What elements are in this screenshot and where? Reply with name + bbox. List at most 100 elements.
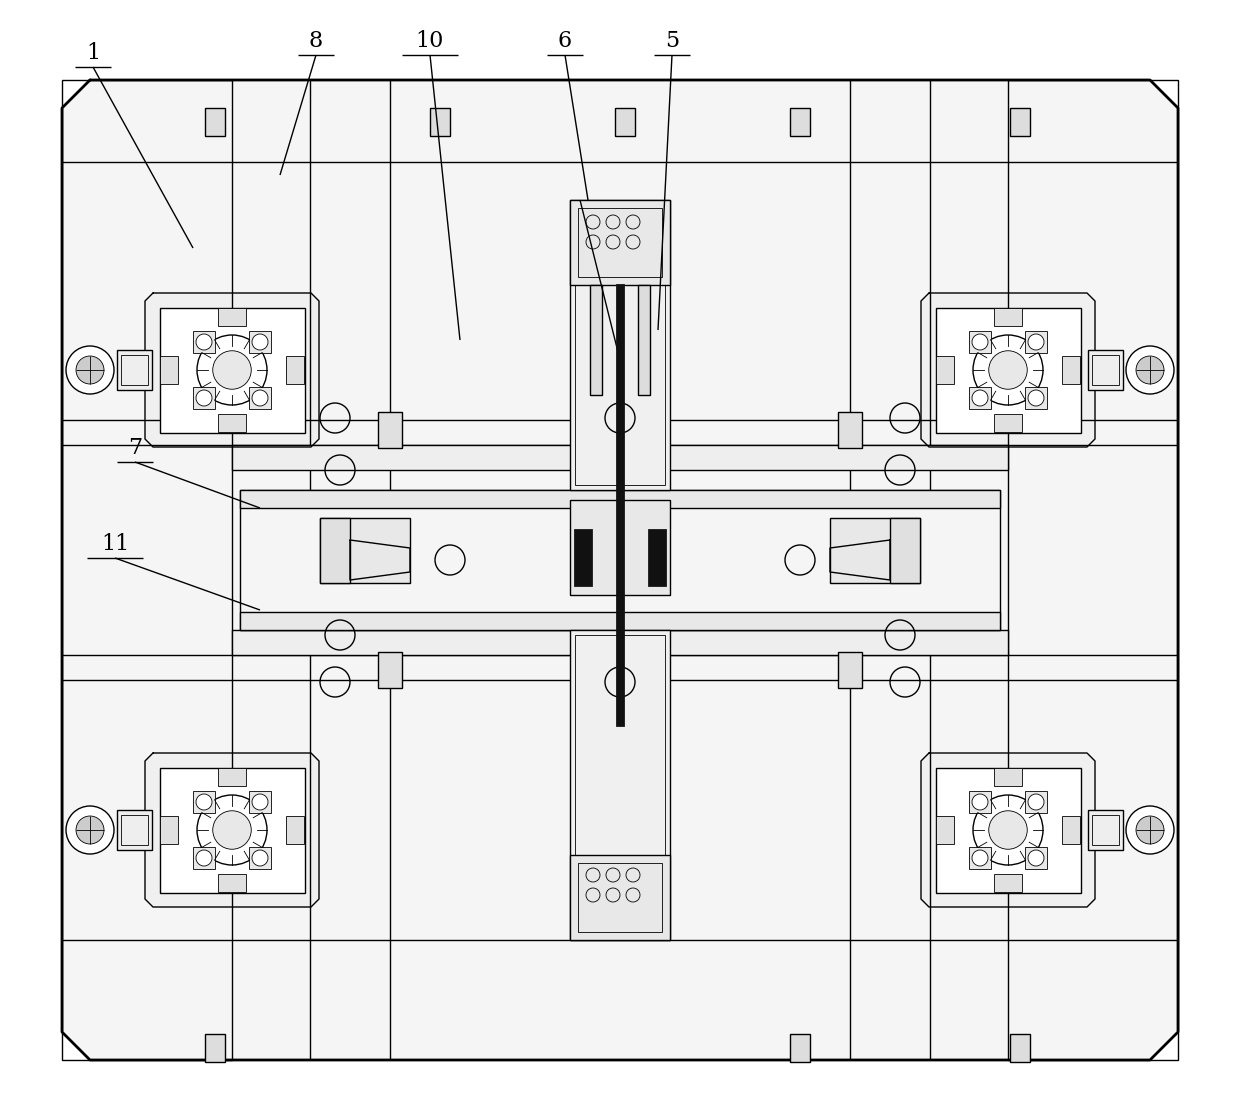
Bar [578, 863, 662, 932]
Text: 10: 10 [415, 30, 444, 52]
Circle shape [252, 334, 268, 350]
Text: 8: 8 [309, 30, 324, 52]
Bar [249, 791, 272, 813]
Bar [570, 630, 670, 940]
Bar [575, 205, 665, 485]
Polygon shape [62, 81, 1178, 1060]
Bar [249, 387, 272, 409]
Bar [160, 308, 305, 433]
Bar [160, 768, 305, 893]
Bar [618, 285, 622, 725]
Bar [1061, 356, 1080, 384]
Bar [790, 1034, 810, 1062]
Bar [241, 612, 999, 630]
Bar [241, 490, 999, 508]
Bar [193, 331, 215, 353]
Bar [790, 108, 810, 136]
Bar [1008, 81, 1178, 1060]
Bar [205, 1034, 224, 1062]
Bar [968, 331, 991, 353]
Bar [1087, 350, 1123, 390]
Bar [968, 387, 991, 409]
Bar [838, 652, 862, 688]
Bar [286, 356, 304, 384]
Bar [1025, 791, 1047, 813]
Circle shape [972, 390, 988, 406]
Bar [649, 531, 665, 585]
Circle shape [66, 346, 114, 394]
Circle shape [196, 390, 212, 406]
Circle shape [1126, 346, 1174, 394]
Bar [378, 413, 402, 448]
Bar [890, 518, 920, 583]
Circle shape [973, 795, 1043, 865]
Text: 11: 11 [100, 533, 129, 555]
Circle shape [213, 351, 252, 389]
Text: 6: 6 [558, 30, 572, 52]
Bar [249, 331, 272, 353]
Bar [1025, 331, 1047, 353]
Circle shape [988, 351, 1027, 389]
Bar [320, 518, 350, 583]
Circle shape [76, 356, 104, 384]
Circle shape [196, 334, 212, 350]
Bar [117, 350, 153, 390]
Bar [968, 791, 991, 813]
Circle shape [76, 816, 104, 844]
Bar [1061, 816, 1080, 844]
Bar [378, 652, 402, 688]
Bar [570, 500, 670, 595]
Text: 7: 7 [128, 437, 143, 459]
Polygon shape [921, 753, 1095, 907]
Bar [122, 355, 148, 385]
Bar [249, 847, 272, 869]
Bar [193, 387, 215, 409]
Circle shape [252, 794, 268, 810]
Bar [968, 847, 991, 869]
Circle shape [973, 335, 1043, 405]
Bar [936, 308, 1081, 433]
Bar [936, 356, 954, 384]
Circle shape [1028, 334, 1044, 350]
Bar [1087, 810, 1123, 850]
Circle shape [66, 806, 114, 854]
Circle shape [1126, 806, 1174, 854]
Circle shape [1028, 850, 1044, 866]
Bar [193, 791, 215, 813]
Bar [430, 108, 450, 136]
Bar [320, 518, 410, 583]
Bar [830, 518, 920, 583]
Bar [218, 874, 246, 892]
Text: 5: 5 [665, 30, 680, 52]
Bar [232, 630, 1008, 655]
Circle shape [1028, 794, 1044, 810]
Bar [936, 816, 954, 844]
Bar [218, 414, 246, 432]
Polygon shape [921, 293, 1095, 447]
Bar [994, 874, 1022, 892]
Circle shape [252, 850, 268, 866]
Circle shape [988, 811, 1027, 849]
Bar [994, 414, 1022, 432]
Circle shape [197, 795, 267, 865]
Bar [570, 855, 670, 940]
Bar [117, 810, 153, 850]
Bar [936, 768, 1081, 893]
Bar [122, 815, 148, 845]
Polygon shape [145, 293, 319, 447]
Bar [62, 81, 232, 1060]
Bar [590, 285, 601, 395]
Bar [218, 308, 246, 326]
Bar [1025, 387, 1047, 409]
Bar [575, 531, 591, 585]
Bar [286, 816, 304, 844]
Bar [1025, 847, 1047, 869]
Bar [205, 108, 224, 136]
Circle shape [213, 811, 252, 849]
Circle shape [196, 794, 212, 810]
Bar [570, 200, 670, 490]
Bar [994, 308, 1022, 326]
Bar [615, 108, 635, 136]
Bar [160, 356, 179, 384]
Polygon shape [145, 753, 319, 907]
